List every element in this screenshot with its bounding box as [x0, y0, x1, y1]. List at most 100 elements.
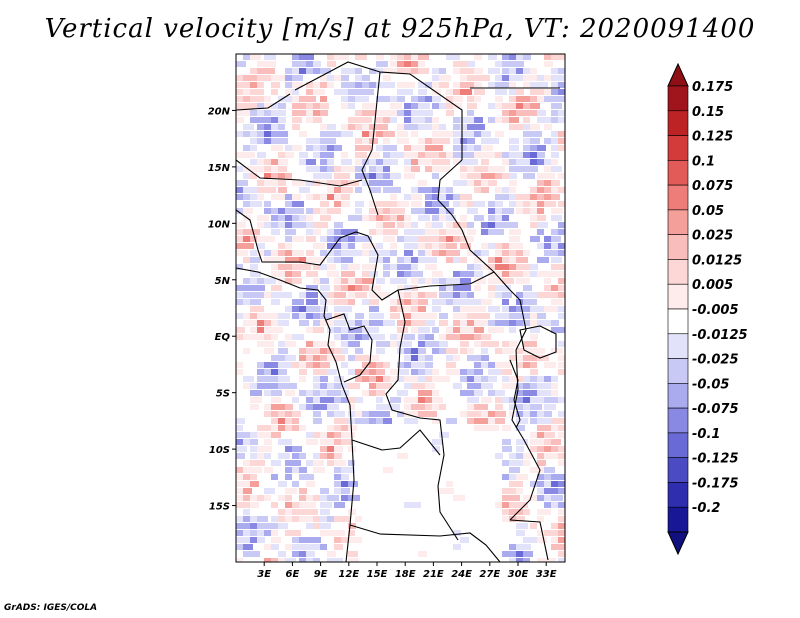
field-cell — [530, 334, 538, 340]
field-cell — [474, 313, 483, 319]
field-cell — [243, 194, 250, 200]
field-cell — [495, 152, 505, 158]
field-cell — [439, 292, 451, 298]
field-cell — [320, 110, 328, 116]
field-cell — [313, 376, 323, 382]
field-cell — [264, 523, 275, 529]
field-cell — [264, 369, 271, 375]
field-cell — [327, 299, 337, 305]
field-cell — [509, 355, 521, 361]
field-cell — [530, 271, 542, 277]
field-cell — [257, 306, 264, 312]
field-cell — [481, 152, 488, 158]
field-cell — [299, 187, 310, 193]
field-cell — [397, 54, 409, 60]
field-cell — [537, 453, 545, 459]
field-cell — [495, 397, 502, 403]
field-cell — [257, 537, 265, 543]
field-cell — [299, 488, 307, 494]
field-cell — [320, 138, 331, 144]
field-cell — [369, 173, 380, 179]
field-cell — [306, 89, 317, 95]
field-cell — [376, 278, 385, 284]
field-cell — [341, 299, 348, 305]
field-cell — [509, 383, 517, 389]
field-cell — [537, 376, 548, 382]
field-cell — [425, 341, 434, 347]
field-cell — [488, 425, 499, 431]
field-cell — [278, 495, 286, 501]
field-cell — [404, 82, 415, 88]
field-cell — [537, 411, 548, 417]
field-cell — [509, 89, 516, 95]
field-cell — [446, 488, 454, 494]
field-cell — [285, 215, 294, 221]
field-cell — [453, 138, 462, 144]
field-cell — [474, 82, 482, 88]
field-cell — [271, 159, 282, 165]
field-cell — [453, 313, 462, 319]
field-cell — [404, 306, 416, 312]
field-cell — [362, 215, 373, 221]
field-cell — [467, 355, 475, 361]
field-cell — [509, 516, 520, 522]
field-cell — [348, 124, 357, 130]
field-cell — [299, 215, 310, 221]
field-cell — [299, 68, 309, 74]
field-cell — [376, 54, 384, 60]
field-cell — [453, 54, 460, 60]
field-cell — [537, 537, 547, 543]
field-cell — [327, 166, 339, 172]
field-cell — [502, 299, 509, 305]
field-cell — [516, 460, 526, 466]
field-cell — [530, 439, 542, 445]
field-cell — [432, 117, 439, 123]
field-cell — [397, 299, 408, 305]
field-cell — [369, 285, 381, 291]
field-cell — [397, 96, 405, 102]
field-cell — [467, 180, 475, 186]
field-cell — [453, 152, 460, 158]
field-cell — [411, 418, 418, 424]
field-cell — [348, 250, 360, 256]
field-cell — [551, 383, 558, 389]
field-cell — [411, 110, 419, 116]
field-cell — [320, 355, 328, 361]
colorbar-swatch — [667, 184, 689, 211]
field-cell — [446, 243, 457, 249]
field-cell — [341, 89, 350, 95]
field-cell — [271, 425, 278, 431]
field-cell — [404, 173, 415, 179]
field-cell — [299, 495, 309, 501]
field-cell — [390, 68, 401, 74]
field-cell — [327, 54, 334, 60]
field-cell — [334, 530, 345, 536]
colorbar-label: -0.025 — [692, 353, 739, 368]
field-cell — [278, 341, 290, 347]
field-cell — [467, 152, 476, 158]
field-cell — [271, 229, 280, 235]
field-cell — [502, 110, 514, 116]
field-cell — [348, 292, 358, 298]
field-cell — [271, 355, 281, 361]
field-cell — [516, 110, 528, 116]
field-cell — [509, 173, 517, 179]
field-cell — [383, 404, 390, 410]
field-cell — [355, 236, 366, 242]
field-cell — [355, 327, 366, 333]
field-cell — [383, 362, 390, 368]
field-cell — [425, 96, 436, 102]
field-cell — [411, 397, 421, 403]
field-cell — [418, 215, 430, 221]
field-cell — [292, 467, 302, 473]
field-cell — [355, 285, 362, 291]
field-cell — [327, 495, 339, 501]
field-cell — [453, 145, 461, 151]
field-cell — [404, 229, 416, 235]
field-cell — [285, 194, 296, 200]
field-cell — [313, 145, 322, 151]
field-cell — [474, 320, 483, 326]
field-cell — [404, 145, 415, 151]
field-cell — [418, 306, 426, 312]
